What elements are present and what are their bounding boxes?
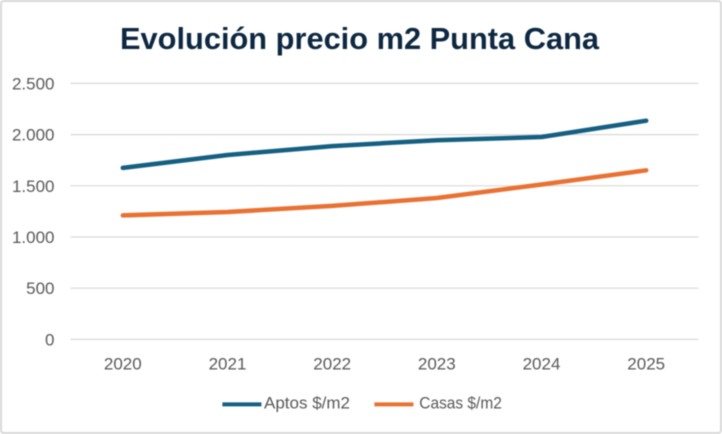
- svg-text:1.000: 1.000: [12, 228, 55, 247]
- svg-text:2021: 2021: [209, 354, 247, 373]
- svg-text:2020: 2020: [104, 354, 142, 373]
- svg-text:0: 0: [45, 330, 54, 349]
- svg-text:2024: 2024: [523, 354, 561, 373]
- svg-text:2025: 2025: [627, 354, 665, 373]
- svg-text:2.500: 2.500: [12, 74, 55, 93]
- svg-text:Aptos $/m2: Aptos $/m2: [264, 394, 350, 413]
- svg-text:2.000: 2.000: [12, 126, 55, 145]
- svg-text:Evolución precio m2 Punta Cana: Evolución precio m2 Punta Cana: [120, 21, 600, 56]
- svg-text:500: 500: [26, 279, 54, 298]
- svg-text:2023: 2023: [418, 354, 456, 373]
- svg-text:Casas $/m2: Casas $/m2: [419, 394, 502, 413]
- svg-text:2022: 2022: [313, 354, 351, 373]
- svg-text:1.500: 1.500: [12, 177, 55, 196]
